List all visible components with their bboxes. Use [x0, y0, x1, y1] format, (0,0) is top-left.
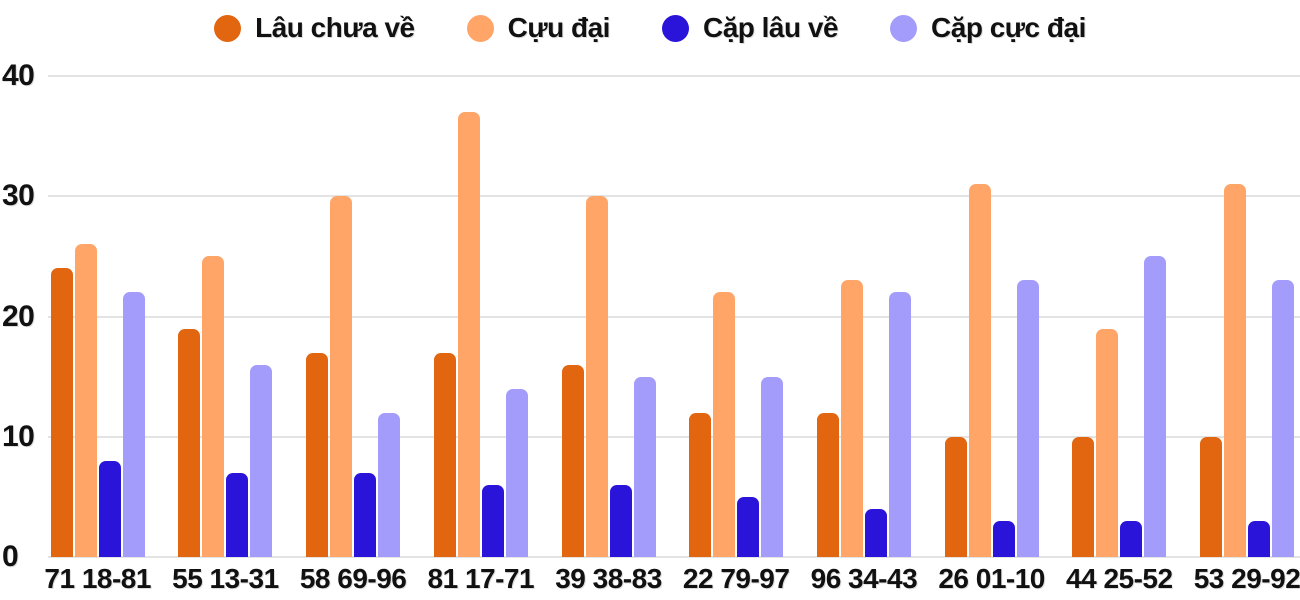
- legend-swatch-icon: [890, 14, 918, 42]
- bar: [761, 376, 784, 557]
- bar: [354, 472, 377, 557]
- y-tick-label-40: 40: [2, 59, 35, 92]
- x-tick-label: 53 29-92: [1193, 563, 1300, 594]
- bar: [226, 472, 249, 557]
- legend-item-2[interactable]: Cựu đại: [466, 12, 611, 44]
- bar: [585, 196, 608, 557]
- legend-item-1[interactable]: Lâu chưa về: [214, 12, 415, 44]
- bar: [433, 352, 456, 557]
- bar: [968, 184, 991, 557]
- bar: [633, 376, 656, 557]
- gridline-20: [48, 315, 1300, 318]
- legend-swatch-icon: [214, 14, 242, 42]
- bar: [122, 292, 145, 557]
- bar: [840, 280, 863, 557]
- bar: [306, 352, 329, 557]
- bar: [888, 292, 911, 557]
- bar: [330, 196, 353, 557]
- bar: [609, 484, 632, 557]
- plot-area: [48, 75, 1300, 558]
- gridline-40: [48, 75, 1300, 77]
- legend-swatch-icon: [661, 14, 689, 42]
- bar: [864, 508, 887, 557]
- x-tick-label: 55 13-31: [172, 563, 279, 594]
- x-tick-label: 22 79-97: [682, 563, 790, 594]
- bar: [1272, 280, 1294, 557]
- legend-swatch-icon: [466, 14, 494, 42]
- x-tick-label: 44 25-52: [1066, 563, 1173, 594]
- bar: [98, 460, 121, 557]
- bar: [178, 328, 201, 557]
- y-tick-label-20: 20: [2, 299, 35, 333]
- bar: [1120, 520, 1143, 557]
- bar: [202, 256, 225, 557]
- bar: [74, 244, 97, 557]
- x-axis-baseline: [48, 556, 1300, 558]
- gridline-30: [48, 195, 1300, 198]
- bar: [1224, 184, 1246, 557]
- bar: [713, 292, 736, 557]
- bar: [505, 388, 528, 557]
- bar: [481, 484, 504, 557]
- bar: [50, 268, 73, 557]
- y-tick-label-0: 0: [2, 540, 19, 573]
- x-tick-label: 81 17-71: [427, 563, 535, 594]
- bar: [1072, 436, 1095, 557]
- bar: [1016, 280, 1039, 557]
- bar: [1248, 520, 1270, 557]
- y-tick-label-10: 10: [2, 419, 35, 453]
- bar: [1200, 436, 1222, 557]
- bar: [561, 364, 584, 557]
- bar: [457, 112, 480, 557]
- legend-item-4[interactable]: Cặp cực đại: [890, 12, 1086, 44]
- legend-label: Cặp cực đại: [931, 12, 1086, 43]
- legend-label: Cặp lâu về: [702, 12, 839, 43]
- bar: [1096, 328, 1119, 557]
- x-tick-label: 96 34-43: [810, 563, 918, 594]
- bar: [250, 364, 273, 557]
- bar: [944, 436, 967, 557]
- bar: [378, 412, 401, 557]
- x-tick-label: 71 18-81: [44, 563, 151, 594]
- x-tick-label: 39 38-83: [555, 563, 662, 594]
- legend-label: Lâu chưa về: [255, 12, 415, 43]
- legend-item-3[interactable]: Cặp lâu về: [661, 12, 839, 44]
- gridline-10: [48, 435, 1300, 438]
- chart-legend: Lâu chưa về Cựu đại Cặp lâu về Cặp cực đại: [0, 8, 1300, 48]
- bar: [689, 412, 712, 557]
- x-tick-label: 26 01-10: [938, 563, 1045, 594]
- bar: [992, 520, 1015, 557]
- legend-label: Cựu đại: [507, 12, 611, 43]
- bar: [816, 412, 839, 557]
- bar: [737, 496, 760, 557]
- x-tick-label: 58 69-96: [299, 563, 407, 594]
- y-tick-label-30: 30: [2, 179, 35, 213]
- bar: [1144, 256, 1167, 557]
